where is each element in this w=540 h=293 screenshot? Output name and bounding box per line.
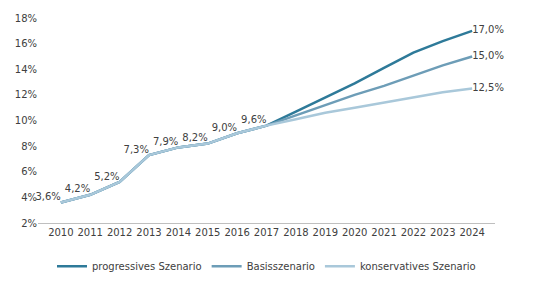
svg-text:2010: 2010 — [48, 227, 73, 238]
svg-text:progressives Szenario: progressives Szenario — [92, 261, 202, 272]
svg-text:2011: 2011 — [78, 227, 103, 238]
svg-text:8,2%: 8,2% — [182, 132, 207, 143]
svg-text:3,6%: 3,6% — [35, 191, 60, 202]
svg-text:14%: 14% — [15, 64, 37, 75]
svg-text:8%: 8% — [21, 141, 37, 152]
svg-text:2014: 2014 — [166, 227, 191, 238]
svg-text:9,6%: 9,6% — [241, 114, 266, 125]
svg-text:4%: 4% — [21, 192, 37, 203]
svg-text:Basisszenario: Basisszenario — [247, 261, 315, 272]
svg-text:2020: 2020 — [342, 227, 367, 238]
svg-text:18%: 18% — [15, 13, 37, 24]
svg-text:2012: 2012 — [107, 227, 132, 238]
svg-text:6%: 6% — [21, 166, 37, 177]
svg-text:2017: 2017 — [254, 227, 279, 238]
svg-text:2013: 2013 — [136, 227, 161, 238]
svg-text:12,5%: 12,5% — [472, 82, 504, 93]
svg-text:15,0%: 15,0% — [472, 50, 504, 61]
svg-text:7,3%: 7,3% — [124, 144, 149, 155]
svg-text:10%: 10% — [15, 115, 37, 126]
svg-text:2018: 2018 — [283, 227, 308, 238]
svg-text:2022: 2022 — [401, 227, 426, 238]
svg-text:2019: 2019 — [313, 227, 338, 238]
svg-text:2016: 2016 — [224, 227, 249, 238]
svg-text:9,0%: 9,0% — [212, 122, 237, 133]
svg-text:2024: 2024 — [459, 227, 484, 238]
svg-text:2015: 2015 — [195, 227, 220, 238]
svg-text:12%: 12% — [15, 89, 37, 100]
svg-text:17,0%: 17,0% — [472, 24, 504, 35]
svg-text:2023: 2023 — [430, 227, 455, 238]
svg-text:16%: 16% — [15, 38, 37, 49]
svg-text:2021: 2021 — [371, 227, 396, 238]
svg-text:2%: 2% — [21, 218, 37, 229]
svg-text:7,9%: 7,9% — [153, 136, 178, 147]
svg-text:4,2%: 4,2% — [65, 183, 90, 194]
svg-text:konservatives Szenario: konservatives Szenario — [360, 261, 476, 272]
svg-text:5,2%: 5,2% — [94, 171, 119, 182]
